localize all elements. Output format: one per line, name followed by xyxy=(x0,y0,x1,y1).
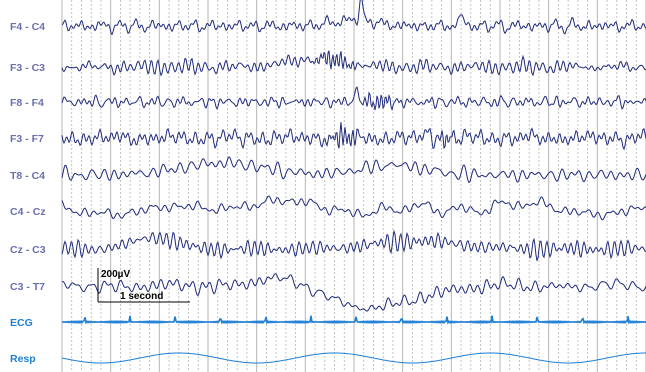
trace-ecg xyxy=(61,315,646,325)
channel-label-f3-c3: F3 - C3 xyxy=(10,62,45,74)
time-grid xyxy=(61,0,646,372)
scale-time-label: 1 second xyxy=(120,291,163,302)
channel-label-cz-c3: Cz - C3 xyxy=(10,244,46,256)
trace-c3-t7 xyxy=(61,273,646,312)
channel-label-c3-t7: C3 - T7 xyxy=(10,281,45,293)
channel-label-t8-c4: T8 - C4 xyxy=(10,170,45,182)
scale-amplitude-label: 200µV xyxy=(101,269,130,280)
channel-label-f4-c4: F4 - C4 xyxy=(10,21,45,33)
channel-label-resp: Resp xyxy=(10,353,36,365)
trace-c4-cz xyxy=(61,195,646,221)
channel-labels: F4 - C4 F3 - C3 F8 - F4 F3 - F7 T8 - C4 C4 - … xyxy=(10,21,46,365)
trace-resp xyxy=(61,352,646,364)
channel-label-f8-f4: F8 - F4 xyxy=(10,97,44,109)
channel-label-c4-cz: C4 - Cz xyxy=(10,206,46,218)
trace-f3-c3 xyxy=(61,50,646,77)
channel-label-f3-f7: F3 - F7 xyxy=(10,133,44,145)
scale-bar: 200µV 1 second xyxy=(97,268,190,303)
trace-f3-f7 xyxy=(61,122,646,151)
trace-f8-f4 xyxy=(61,86,646,112)
channel-label-ecg: ECG xyxy=(10,317,33,329)
trace-t8-c4 xyxy=(61,156,646,184)
traces xyxy=(61,0,646,364)
trace-cz-c3 xyxy=(61,229,646,261)
trace-f4-c4 xyxy=(61,0,646,36)
